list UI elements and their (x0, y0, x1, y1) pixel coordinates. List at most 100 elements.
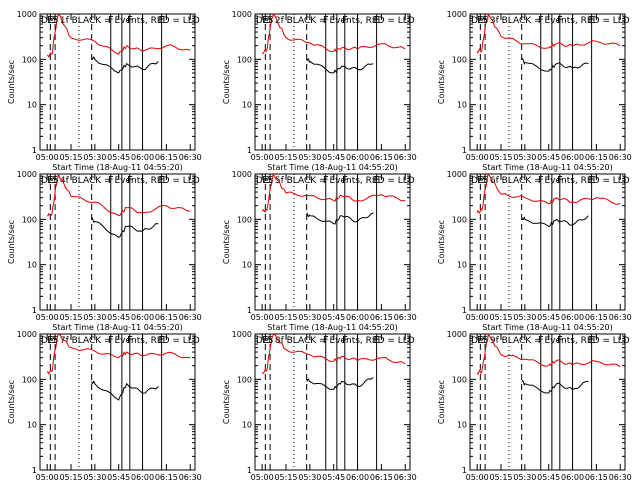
events-series-line (91, 380, 159, 401)
event-marker-label: F (323, 15, 329, 26)
y-tick-label: 1000 (232, 330, 252, 339)
x-tick-label: 06:30 (394, 313, 417, 322)
x-tick-label: 06:00 (346, 473, 369, 480)
event-marker-label: E (47, 15, 53, 26)
plot-frame (39, 13, 196, 151)
lld-series-line (261, 174, 406, 213)
event-marker-label: E (477, 15, 483, 26)
lld-series-line (476, 334, 621, 376)
x-tick-label: 05:00 (251, 153, 274, 162)
y-tick-label: 1 (32, 146, 37, 155)
lld-series-line (261, 334, 406, 374)
plot-area (46, 14, 191, 150)
x-axis-label: Start Time (18-Aug-11 04:55:20) (482, 323, 613, 332)
event-marker-label: E (477, 335, 483, 346)
x-tick-label: 05:15 (489, 313, 512, 322)
event-marker-label: F (108, 175, 114, 186)
y-tick-label: 10 (242, 421, 252, 430)
event-marker-label: E (588, 15, 594, 26)
y-tick-label: 1000 (17, 170, 37, 179)
event-marker-label: S (482, 15, 488, 26)
y-tick-label: 10 (457, 261, 467, 270)
event-marker-label: E (158, 15, 164, 26)
y-tick-label: 100 (452, 55, 467, 64)
plot-area (261, 334, 406, 470)
x-tick-label: 05:30 (298, 313, 321, 322)
panel-title: Det 8f BLACK = Events, RED = LLD (256, 336, 415, 346)
y-axis-label: Counts/sec (222, 380, 231, 424)
y-tick-label: 100 (22, 215, 37, 224)
y-tick-label: 100 (237, 375, 252, 384)
y-tick-label: 1 (32, 466, 37, 475)
x-tick-label: 06:00 (131, 153, 154, 162)
x-tick-label: 05:15 (274, 313, 297, 322)
events-series-line (306, 58, 374, 74)
y-axis-label: Counts/sec (7, 220, 16, 264)
event-marker-label: S (267, 175, 273, 186)
x-axis-label: Start Time (18-Aug-11 04:55:20) (52, 323, 183, 332)
panel-title: Det 5f BLACK = Events, RED = LLD (256, 176, 415, 186)
y-axis-label: Counts/sec (7, 60, 16, 104)
event-marker-label: S (267, 15, 273, 26)
lld-series-line (476, 174, 621, 214)
lld-series-line (476, 14, 621, 54)
x-tick-label: 05:30 (298, 473, 321, 480)
events-series-line (306, 377, 374, 390)
x-tick-label: 05:45 (322, 153, 345, 162)
event-marker-label: E (158, 175, 164, 186)
y-axis-label: Counts/sec (437, 220, 446, 264)
plot-area (476, 14, 621, 150)
x-tick-label: 06:00 (346, 153, 369, 162)
y-tick-label: 1000 (17, 10, 37, 19)
x-tick-label: 05:15 (274, 153, 297, 162)
x-tick-label: 05:00 (466, 473, 489, 480)
y-tick-label: 1 (462, 146, 467, 155)
event-marker-label: F (538, 335, 544, 346)
events-series-line (91, 56, 159, 74)
event-marker-label: E (262, 15, 268, 26)
x-tick-label: 06:15 (585, 473, 608, 480)
event-marker-label: F (342, 175, 348, 186)
plot-area (476, 334, 621, 470)
plot-frame (39, 173, 196, 311)
x-tick-label: 05:30 (83, 313, 106, 322)
events-series-line (91, 216, 159, 239)
y-tick-label: 1000 (232, 170, 252, 179)
event-marker-label: F (127, 335, 133, 346)
lld-series-line (46, 334, 191, 375)
y-tick-label: 10 (27, 261, 37, 270)
event-marker-label: F (108, 335, 114, 346)
x-tick-label: 06:15 (370, 473, 393, 480)
event-marker-label: F (108, 15, 114, 26)
x-tick-label: 05:00 (36, 153, 59, 162)
x-tick-label: 05:30 (513, 153, 536, 162)
x-tick-label: 05:30 (298, 153, 321, 162)
y-tick-label: 1000 (447, 330, 467, 339)
y-axis-label: Counts/sec (222, 220, 231, 264)
plot-area (476, 174, 621, 310)
y-tick-label: 1000 (232, 10, 252, 19)
event-marker-label: S (52, 335, 58, 346)
x-tick-label: 05:15 (274, 473, 297, 480)
x-tick-label: 05:45 (537, 473, 560, 480)
y-axis-label: Counts/sec (222, 60, 231, 104)
x-axis-label: Start Time (18-Aug-11 04:55:20) (267, 323, 398, 332)
event-marker-label: F (323, 175, 329, 186)
event-marker-label: E (373, 15, 379, 26)
event-marker-label: F (557, 335, 563, 346)
event-marker-label: S (482, 335, 488, 346)
y-tick-label: 100 (237, 215, 252, 224)
y-tick-label: 1000 (447, 10, 467, 19)
plot-frame (39, 333, 196, 471)
x-tick-label: 06:15 (155, 153, 178, 162)
x-tick-label: 06:30 (179, 153, 202, 162)
x-tick-label: 05:45 (537, 313, 560, 322)
x-tick-label: 05:45 (107, 473, 130, 480)
lld-series-line (261, 14, 406, 55)
x-tick-label: 05:45 (107, 153, 130, 162)
x-tick-label: 06:00 (131, 473, 154, 480)
event-marker-label: E (47, 175, 53, 186)
x-tick-label: 06:15 (155, 473, 178, 480)
plot-frame (254, 13, 411, 151)
